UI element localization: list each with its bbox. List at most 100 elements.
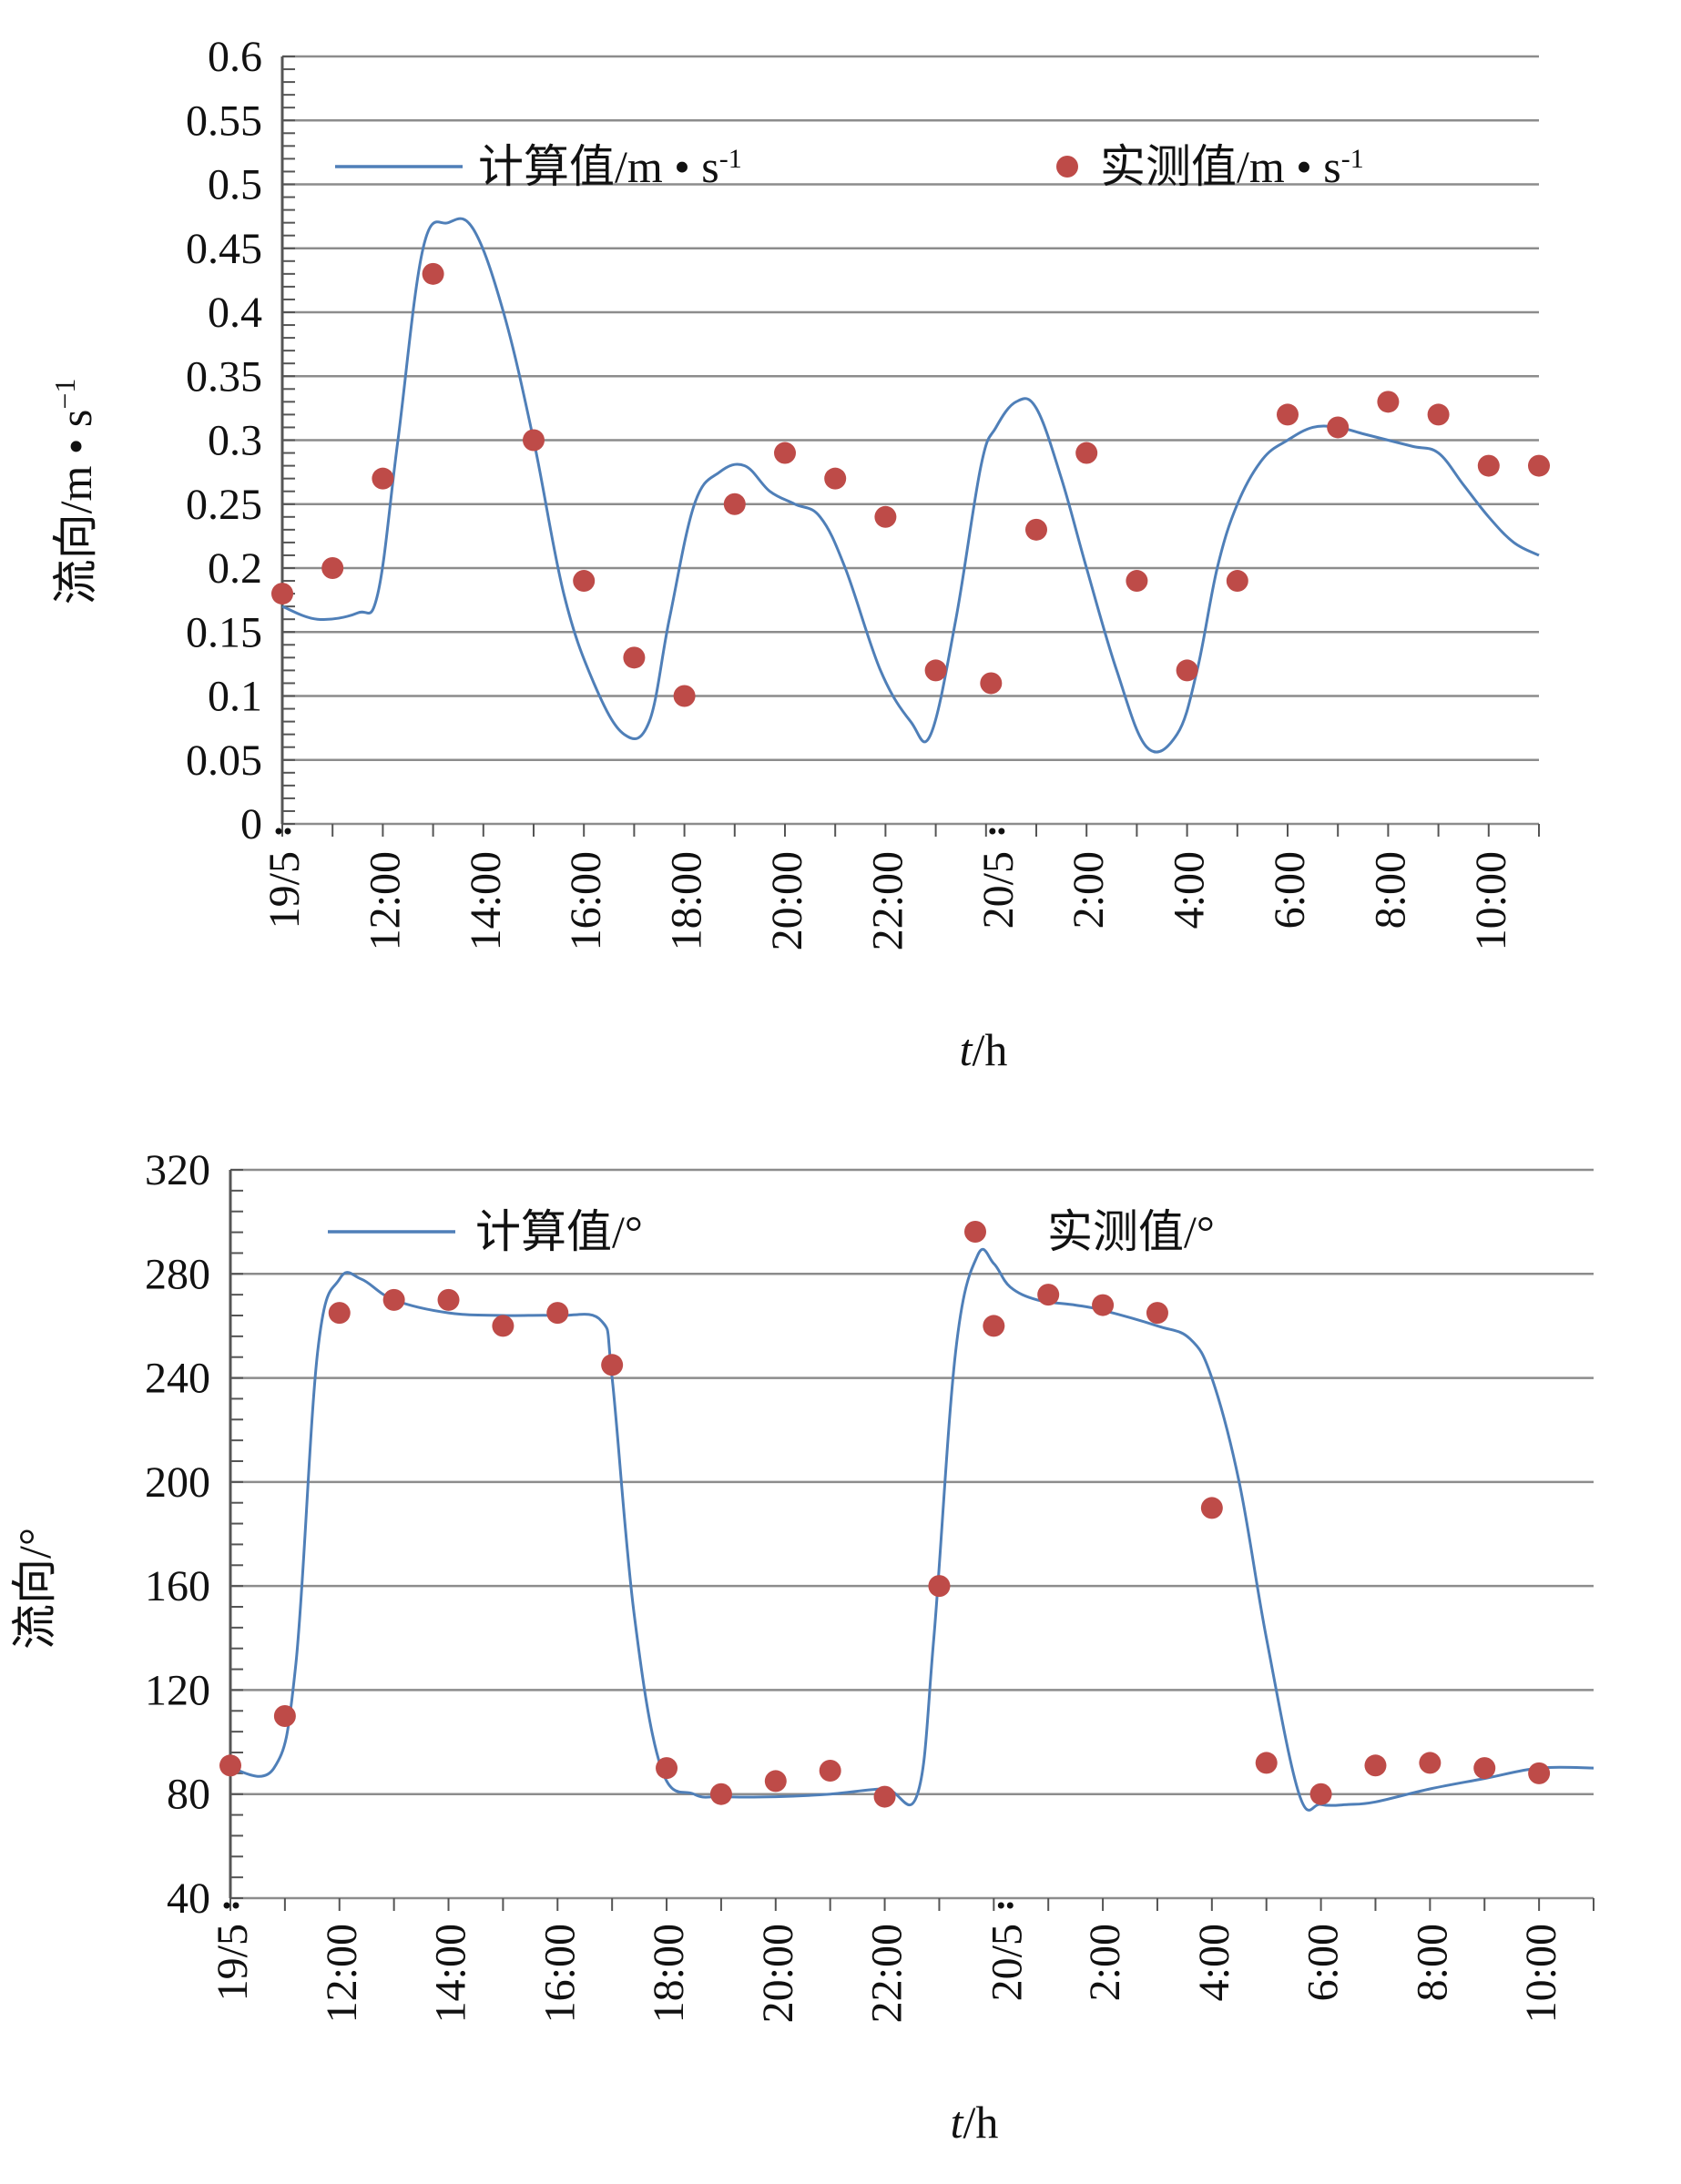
x-tick-label: 19/5 [209, 1924, 257, 2001]
data-point-measured [1327, 416, 1350, 439]
y-tick-label: 0.5 [208, 161, 262, 209]
data-point-measured [1092, 1294, 1115, 1316]
data-point-measured [1200, 1497, 1223, 1519]
y-tick-label: 200 [145, 1458, 210, 1507]
chart-1: 0 0.05 0.1 0.15 0.2 0.25 0.3 0.35 0.4 0.45 0.5 0.55… [48, 33, 1550, 1075]
data-point-measured [1226, 570, 1248, 593]
y-tick-label: 0.45 [186, 225, 262, 273]
date-marker-dot [232, 1902, 239, 1909]
data-point-measured [673, 685, 696, 707]
data-point-measured [372, 467, 394, 490]
data-point-measured [1364, 1754, 1387, 1777]
data-point-measured [328, 1302, 351, 1325]
data-point-measured [1146, 1302, 1168, 1325]
data-point-measured [1473, 1757, 1496, 1780]
x-tick-label: 22:00 [863, 851, 912, 950]
data-point-measured [523, 429, 545, 452]
y-tick-label: 0.15 [186, 608, 262, 656]
legend-label-measured: 实测值/° [1047, 1206, 1215, 1257]
data-point-measured [422, 262, 444, 285]
legend-label-calculated: 计算值/m • s-1 [478, 141, 742, 192]
data-point-measured [1075, 442, 1098, 464]
date-marker-dot [1006, 1902, 1014, 1909]
x-tick-label: 6:00 [1266, 851, 1314, 929]
data-point-measured [1126, 570, 1148, 593]
y-axis-label: 流向/° [9, 1528, 60, 1650]
data-point-measured [723, 493, 746, 515]
data-point-measured [656, 1757, 678, 1780]
y-tick-label: 320 [145, 1146, 210, 1194]
y-tick-label: 0.4 [208, 289, 262, 337]
x-tick-label: 16:00 [562, 851, 610, 950]
data-point-measured [1427, 403, 1450, 426]
data-point-measured [709, 1783, 732, 1805]
data-point-measured [219, 1754, 241, 1777]
data-point-measured [382, 1288, 405, 1311]
legend-label-measured: 实测值/m • s-1 [1100, 141, 1364, 192]
x-tick-label: 2:00 [1081, 1924, 1129, 2001]
date-marker-dot [223, 1902, 230, 1909]
x-tick-label: 6:00 [1299, 1924, 1348, 2001]
data-point-measured [1309, 1783, 1332, 1805]
chart-2: 40 80 120 160 200 240 280 320 19/5 12:00 14:00 16:0… [9, 1146, 1594, 2148]
legend-marker-swatch [1056, 156, 1078, 178]
data-point-measured [980, 672, 1003, 695]
data-point-measured [1528, 1762, 1551, 1784]
y-tick-label: 280 [145, 1250, 210, 1298]
series-line-calculated [281, 217, 1540, 754]
date-marker-dot [998, 828, 1005, 835]
x-tick-label: 4:00 [1190, 1924, 1238, 2001]
data-point-measured [874, 505, 897, 528]
data-point-measured [764, 1770, 787, 1793]
data-point-measured [437, 1288, 460, 1311]
x-axis-label: t/h [951, 2097, 999, 2148]
x-tick-label: 19/5 [260, 851, 309, 929]
legend-sup: -1 [719, 144, 742, 174]
date-marker-dot [997, 1902, 1004, 1909]
data-point-measured [819, 1760, 841, 1782]
x-tick-label: 10:00 [1467, 851, 1515, 950]
y-tick-label: 80 [167, 1771, 210, 1819]
data-point-measured [321, 557, 344, 579]
legend-label-calculated: 计算值/° [475, 1206, 643, 1257]
series-line-calculated [229, 1247, 1594, 1812]
data-point-measured [1037, 1284, 1060, 1306]
data-point-measured [774, 442, 796, 464]
x-tick-label: 4:00 [1166, 851, 1214, 929]
y-tick-label: 0.55 [186, 97, 262, 145]
y-tick-label: 0.35 [186, 352, 262, 401]
y-tick-label: 0.25 [186, 481, 262, 529]
x-tick-label: 12:00 [318, 1924, 366, 2023]
x-tick-label: 14:00 [462, 851, 510, 950]
x-axis-label: t/h [960, 1024, 1008, 1075]
data-point-measured [824, 467, 847, 490]
data-point-measured [924, 659, 947, 682]
x-tick-label: 20:00 [763, 851, 811, 950]
x-tick-label: 18:00 [645, 1924, 693, 2023]
data-point-measured [1025, 518, 1047, 541]
date-marker-dot [989, 828, 996, 835]
date-marker-dot [284, 828, 291, 835]
y-tick-label: 0.6 [208, 33, 262, 81]
y-tick-label: 0.05 [186, 736, 262, 785]
y-tick-label: 240 [145, 1355, 210, 1403]
x-tick-label: 22:00 [863, 1924, 912, 2023]
x-tick-label: 20/5 [983, 1924, 1031, 2001]
legend-marker-swatch [964, 1221, 986, 1243]
x-tick-label: 20:00 [754, 1924, 802, 2023]
data-point-measured [601, 1354, 624, 1376]
data-point-measured [1528, 454, 1550, 477]
y-tick-label: 0.3 [208, 417, 262, 465]
data-point-measured [573, 570, 596, 593]
y-tick-label: 0.1 [208, 673, 262, 721]
x-tick-label: 8:00 [1366, 851, 1414, 929]
date-marker-dot [275, 828, 282, 835]
data-point-measured [1377, 391, 1400, 413]
y-tick-label: 160 [145, 1562, 210, 1610]
y-tick-label: 120 [145, 1666, 210, 1714]
y-tick-label: 0.2 [208, 544, 262, 593]
data-point-measured [273, 1705, 296, 1727]
data-point-measured [271, 583, 293, 605]
x-tick-label: 14:00 [427, 1924, 475, 2023]
